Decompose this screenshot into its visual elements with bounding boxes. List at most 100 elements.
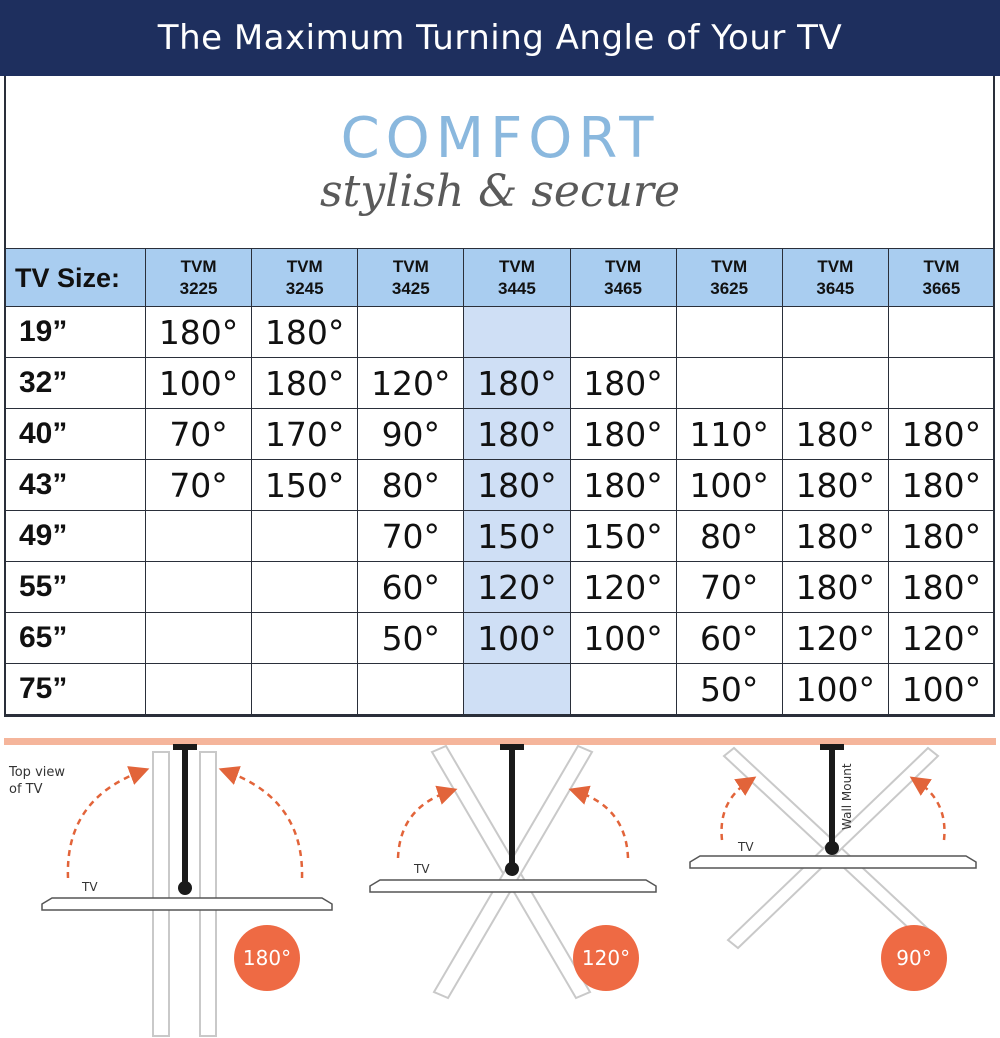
angle-cell: 60° (675, 612, 783, 664)
angle-cell: 180° (887, 510, 996, 562)
table-row: 43” 70° 150° 80° 180° 180° 100° 180° 180° (4, 459, 996, 511)
angle-cell: 150° (251, 459, 359, 511)
angle-badge-180-text: 180° (243, 946, 291, 970)
angle-cell (251, 663, 359, 715)
tv-label: TV (81, 880, 98, 894)
table-row: 55” 60° 120° 120° 70° 180° 180° (4, 561, 996, 613)
angle-cell (569, 663, 677, 715)
angle-cell: 180° (887, 459, 996, 511)
model-number: 3465 (604, 278, 642, 298)
angle-cell: 100° (887, 663, 996, 715)
angle-cell: 50° (675, 663, 783, 715)
table-row: 19” 180° 180° (4, 306, 996, 358)
angle-cell: 100° (781, 663, 889, 715)
model-number: 3425 (391, 278, 430, 298)
angle-cell (887, 306, 996, 358)
angle-badge-180 (234, 925, 300, 991)
angle-cell: 180° (781, 408, 889, 460)
turning-angle-table: TV Size: TVM 3225 TVM 3245 TVM 3425 TVM 3445 TVM… (4, 248, 996, 715)
angle-cell: 110° (675, 408, 783, 460)
angle-cell: 180° (569, 357, 677, 409)
angle-cell: 180° (887, 561, 996, 613)
model-header: TVM 3225 (144, 248, 253, 307)
angle-cell (781, 306, 889, 358)
model-series: TVM (498, 256, 535, 276)
angle-cell (251, 510, 359, 562)
panel-120: TV 120° (369, 744, 657, 1000)
brand-tagline: stylish & secure (320, 166, 680, 217)
angle-cell (569, 306, 677, 358)
model-header: TVM 3245 (251, 248, 359, 307)
angle-cell: 180° (463, 459, 571, 511)
angle-cell: 80° (675, 510, 783, 562)
angle-cell (144, 663, 253, 715)
model-header: TVM 3465 (569, 248, 677, 307)
brand-name: COMFORT (340, 106, 660, 171)
table-row: 65” 50° 100° 100° 60° 120° 120° (4, 612, 996, 664)
panel-90: Wall Mount TV 90° (689, 744, 977, 991)
wall-mount-label: Wall Mount (840, 763, 854, 830)
angle-cell: 180° (251, 306, 359, 358)
angle-cell (357, 663, 465, 715)
angle-cell: 150° (463, 510, 571, 562)
angle-cell: 120° (463, 561, 571, 613)
angle-badge-120-text: 120° (582, 946, 630, 970)
table-row: 49” 70° 150° 150° 80° 180° 180° (4, 510, 996, 562)
angle-cell: 50° (357, 612, 465, 664)
angle-cell: 100° (463, 612, 571, 664)
tv-size-cell: 43” (4, 459, 146, 511)
model-number: 3245 (285, 278, 324, 298)
tv-size-cell: 55” (4, 561, 146, 613)
angle-cell: 180° (251, 357, 359, 409)
model-series: TVM (180, 256, 217, 276)
angle-cell (675, 357, 783, 409)
top-view-label-1: Top view (8, 765, 65, 780)
angle-cell: 100° (675, 459, 783, 511)
angle-cell: 180° (144, 306, 253, 358)
angle-badge-90 (881, 925, 947, 991)
model-number: 3665 (922, 278, 961, 298)
angle-cell: 170° (251, 408, 359, 460)
angle-cell: 180° (887, 408, 996, 460)
tv-size-cell: 49” (4, 510, 146, 562)
angle-cell (251, 561, 359, 613)
table-header-row: TV Size: TVM 3225 TVM 3245 TVM 3425 TVM 3445 TVM… (4, 248, 996, 307)
table-row: 75” 50° 100° 100° (4, 663, 996, 715)
model-series: TVM (711, 256, 748, 276)
angle-cell: 180° (463, 357, 571, 409)
model-header: TVM 3445 (463, 248, 571, 307)
page-title: The Maximum Turning Angle of Your TV (0, 0, 1000, 76)
table-row: 32” 100° 180° 120° 180° 180° (4, 357, 996, 409)
angle-cell: 120° (569, 561, 677, 613)
model-number: 3645 (816, 278, 855, 298)
angle-cell (463, 306, 571, 358)
tv-size-cell: 75” (4, 663, 146, 715)
angle-badge-120 (573, 925, 639, 991)
tv-label-2: TV (413, 862, 430, 876)
angle-cell: 100° (144, 357, 253, 409)
angle-cell: 180° (781, 510, 889, 562)
wall-line (4, 738, 996, 745)
tv-size-cell: 32” (4, 357, 146, 409)
angle-cell (463, 663, 571, 715)
rotation-diagram: TV Top view of TV 180° TV 120° Wall Mo (4, 738, 996, 1037)
angle-cell: 70° (357, 510, 465, 562)
angle-cell: 70° (675, 561, 783, 613)
model-number: 3445 (498, 278, 536, 298)
angle-cell: 90° (357, 408, 465, 460)
model-series: TVM (605, 256, 641, 276)
model-header: TVM 3425 (357, 248, 465, 307)
tv-label-3: TV (737, 840, 754, 854)
angle-cell (357, 306, 465, 358)
model-series: TVM (392, 256, 429, 276)
tv-size-header: TV Size: (4, 248, 146, 307)
model-series: TVM (817, 256, 854, 276)
content-frame (4, 76, 995, 717)
angle-cell: 180° (781, 459, 889, 511)
angle-cell: 150° (569, 510, 677, 562)
model-number: 3625 (710, 278, 749, 298)
angle-cell (251, 612, 359, 664)
angle-cell: 100° (569, 612, 677, 664)
model-number: 3225 (179, 278, 218, 298)
tv-size-cell: 19” (4, 306, 146, 358)
